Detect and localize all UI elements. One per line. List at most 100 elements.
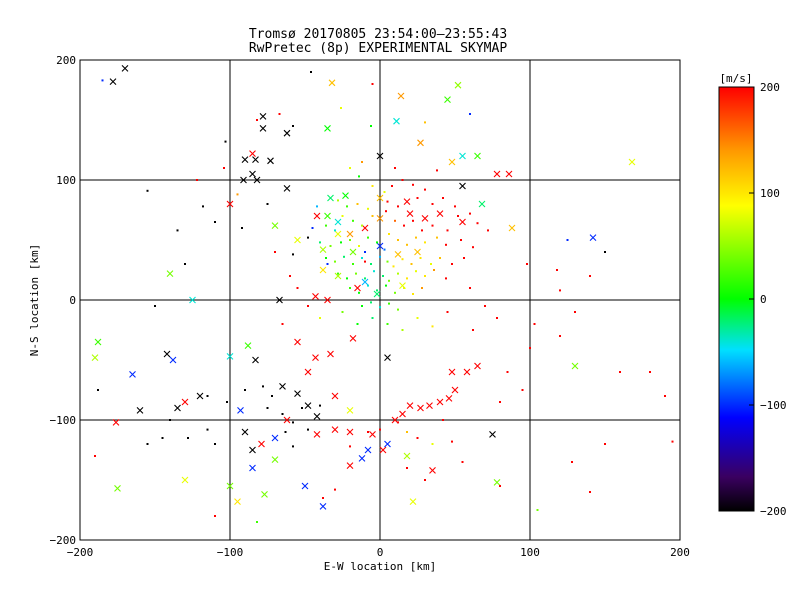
- data-point-x: [174, 404, 181, 412]
- data-point-x: [493, 170, 501, 178]
- data-point-dot: [403, 224, 405, 227]
- data-point-x: [444, 96, 451, 103]
- data-point-dot: [463, 257, 465, 259]
- data-point-dot: [169, 419, 171, 421]
- data-point-x: [319, 246, 327, 253]
- data-point-x: [136, 407, 144, 414]
- data-point-dot: [406, 467, 408, 469]
- data-point-dot: [499, 485, 501, 487]
- data-point-dot: [94, 455, 96, 457]
- data-point-x: [283, 416, 291, 424]
- data-point-x: [249, 150, 256, 157]
- data-point-x: [294, 338, 301, 346]
- data-point-dot: [664, 395, 666, 397]
- data-point-dot: [424, 479, 426, 481]
- data-point-dot: [383, 248, 386, 251]
- data-point-x: [237, 407, 244, 414]
- data-point-x: [448, 368, 456, 376]
- data-point-dot: [226, 401, 228, 403]
- y-tick-label: −200: [50, 534, 77, 547]
- data-point-dot: [454, 205, 456, 208]
- data-point-x: [166, 270, 174, 277]
- data-point-dot: [442, 419, 444, 421]
- data-point-dot: [406, 431, 408, 433]
- data-point-x: [252, 156, 259, 163]
- data-point-dot: [472, 329, 474, 331]
- data-point-x: [403, 452, 411, 460]
- data-point-dot: [445, 277, 447, 280]
- data-point-dot: [383, 191, 386, 193]
- y-tick-label: 200: [56, 54, 76, 67]
- data-point-dot: [206, 428, 209, 431]
- x-tick-label: 0: [377, 546, 384, 559]
- data-point-dot: [341, 215, 344, 217]
- grid-lines: [80, 60, 680, 540]
- data-point-x: [429, 467, 436, 474]
- data-point-x: [129, 371, 136, 378]
- data-point-dot: [346, 277, 348, 280]
- data-point-x: [324, 125, 331, 132]
- data-point-dot: [451, 263, 453, 265]
- data-point-x: [421, 215, 429, 222]
- data-point-dot: [101, 79, 104, 82]
- data-point-x: [448, 158, 456, 166]
- data-point-dot: [301, 407, 303, 409]
- data-point-dot: [296, 287, 299, 289]
- colorbar-tick-label: 200: [760, 81, 780, 94]
- data-point-dot: [394, 219, 396, 222]
- data-point-dot: [397, 272, 399, 275]
- data-point-dot: [161, 437, 164, 439]
- data-point-x: [331, 392, 339, 400]
- data-point-dot: [424, 188, 426, 191]
- data-point-dot: [604, 443, 606, 445]
- data-point-x: [313, 413, 321, 420]
- data-point-dot: [349, 239, 351, 241]
- data-point-dot: [337, 199, 339, 202]
- data-point-dot: [214, 443, 216, 445]
- data-point-dot: [349, 167, 351, 169]
- data-point-dot: [284, 431, 287, 433]
- data-point-dot: [319, 404, 321, 407]
- data-point-dot: [446, 229, 449, 232]
- data-point-x: [253, 176, 261, 184]
- data-point-dot: [386, 200, 389, 203]
- data-point-dot: [469, 113, 471, 115]
- data-point-x: [589, 234, 597, 241]
- chart-title-line1: Tromsø 20170805 23:54:00–23:55:43: [249, 27, 507, 42]
- data-point-x: [249, 464, 256, 472]
- data-point-x: [397, 92, 405, 100]
- data-point-dot: [329, 245, 332, 247]
- data-point-x: [628, 158, 636, 166]
- data-point-dot: [487, 229, 489, 232]
- data-point-x: [571, 362, 579, 370]
- data-point-x: [474, 362, 481, 370]
- data-point-dot: [319, 317, 321, 319]
- data-point-dot: [671, 440, 674, 443]
- data-point-x: [114, 485, 121, 492]
- data-point-dot: [340, 107, 342, 109]
- data-point-dot: [392, 265, 395, 268]
- data-point-dot: [403, 287, 405, 289]
- data-point-dot: [316, 205, 318, 208]
- data-point-x: [376, 242, 384, 250]
- data-point-dot: [361, 161, 363, 163]
- data-point-x: [109, 78, 117, 85]
- data-point-dot: [364, 260, 366, 263]
- data-point-dot: [202, 205, 204, 208]
- data-point-dot: [412, 293, 414, 295]
- data-point-x: [376, 215, 384, 222]
- data-point-dot: [401, 329, 404, 331]
- data-point-dot: [379, 255, 381, 258]
- data-point-dot: [469, 287, 471, 289]
- data-point-x: [459, 152, 466, 160]
- data-point-dot: [341, 311, 344, 313]
- data-point-dot: [431, 203, 434, 205]
- data-point-dot: [442, 197, 444, 199]
- data-point-dot: [469, 212, 471, 215]
- data-point-dot: [266, 203, 269, 205]
- data-point-dot: [457, 215, 459, 217]
- data-point-dot: [343, 255, 345, 258]
- data-point-dot: [371, 83, 374, 85]
- data-point-dot: [391, 185, 393, 187]
- data-point-x: [489, 431, 496, 438]
